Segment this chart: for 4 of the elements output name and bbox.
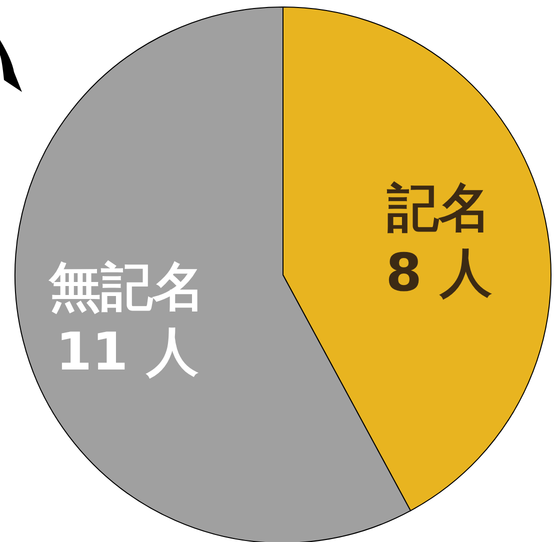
slice-label: 無記名 xyxy=(48,257,206,318)
data-label: 8 人 xyxy=(386,244,492,304)
slice-label: 記名 xyxy=(386,178,491,239)
data-label: 11 人 xyxy=(56,322,198,382)
